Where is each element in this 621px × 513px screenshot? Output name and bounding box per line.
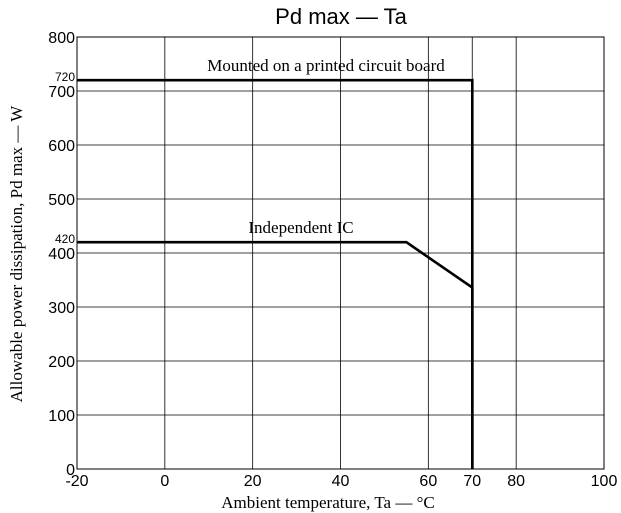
y-tick-label-extra: 720 [55,70,75,84]
x-axis-label: Ambient temperature, Ta — °C [221,493,435,512]
y-tick-label: 300 [48,300,75,317]
x-tick-label: 40 [332,473,350,490]
y-tick-label: 600 [48,138,75,155]
series-label-independent-ic: Independent IC [248,218,353,237]
x-tick-label: 80 [507,473,525,490]
x-tick-label: 70 [463,473,481,490]
chart-title: Pd max — Ta [275,4,407,29]
x-tick-label: -20 [65,473,88,490]
series-line-pcb [77,78,474,469]
y-axis-label: Allowable power dissipation, Pd max — W [7,105,26,403]
y-tick-label: 400 [48,246,75,263]
x-tick-label: 60 [419,473,437,490]
x-tick-labels: -20 0 20 40 60 70 80 100 [65,473,617,490]
series-lines [77,78,474,469]
plot-frame [76,36,605,470]
grid [77,37,604,469]
series-label-pcb: Mounted on a printed circuit board [207,56,445,75]
y-tick-label: 800 [48,30,75,47]
y-tick-label: 0 [66,462,75,479]
x-tick-label: 0 [160,473,169,490]
y-tick-labels: 0 100 200 300 400 500 600 700 800 420 720 [48,30,75,479]
y-tick-label: 500 [48,192,75,209]
y-tick-label-extra: 420 [55,232,75,246]
x-tick-label: 20 [244,473,262,490]
series-line-independent-ic [77,240,474,469]
y-tick-label: 100 [48,408,75,425]
x-tick-label: 100 [591,473,618,490]
y-tick-label: 700 [48,84,75,101]
y-tick-label: 200 [48,354,75,371]
